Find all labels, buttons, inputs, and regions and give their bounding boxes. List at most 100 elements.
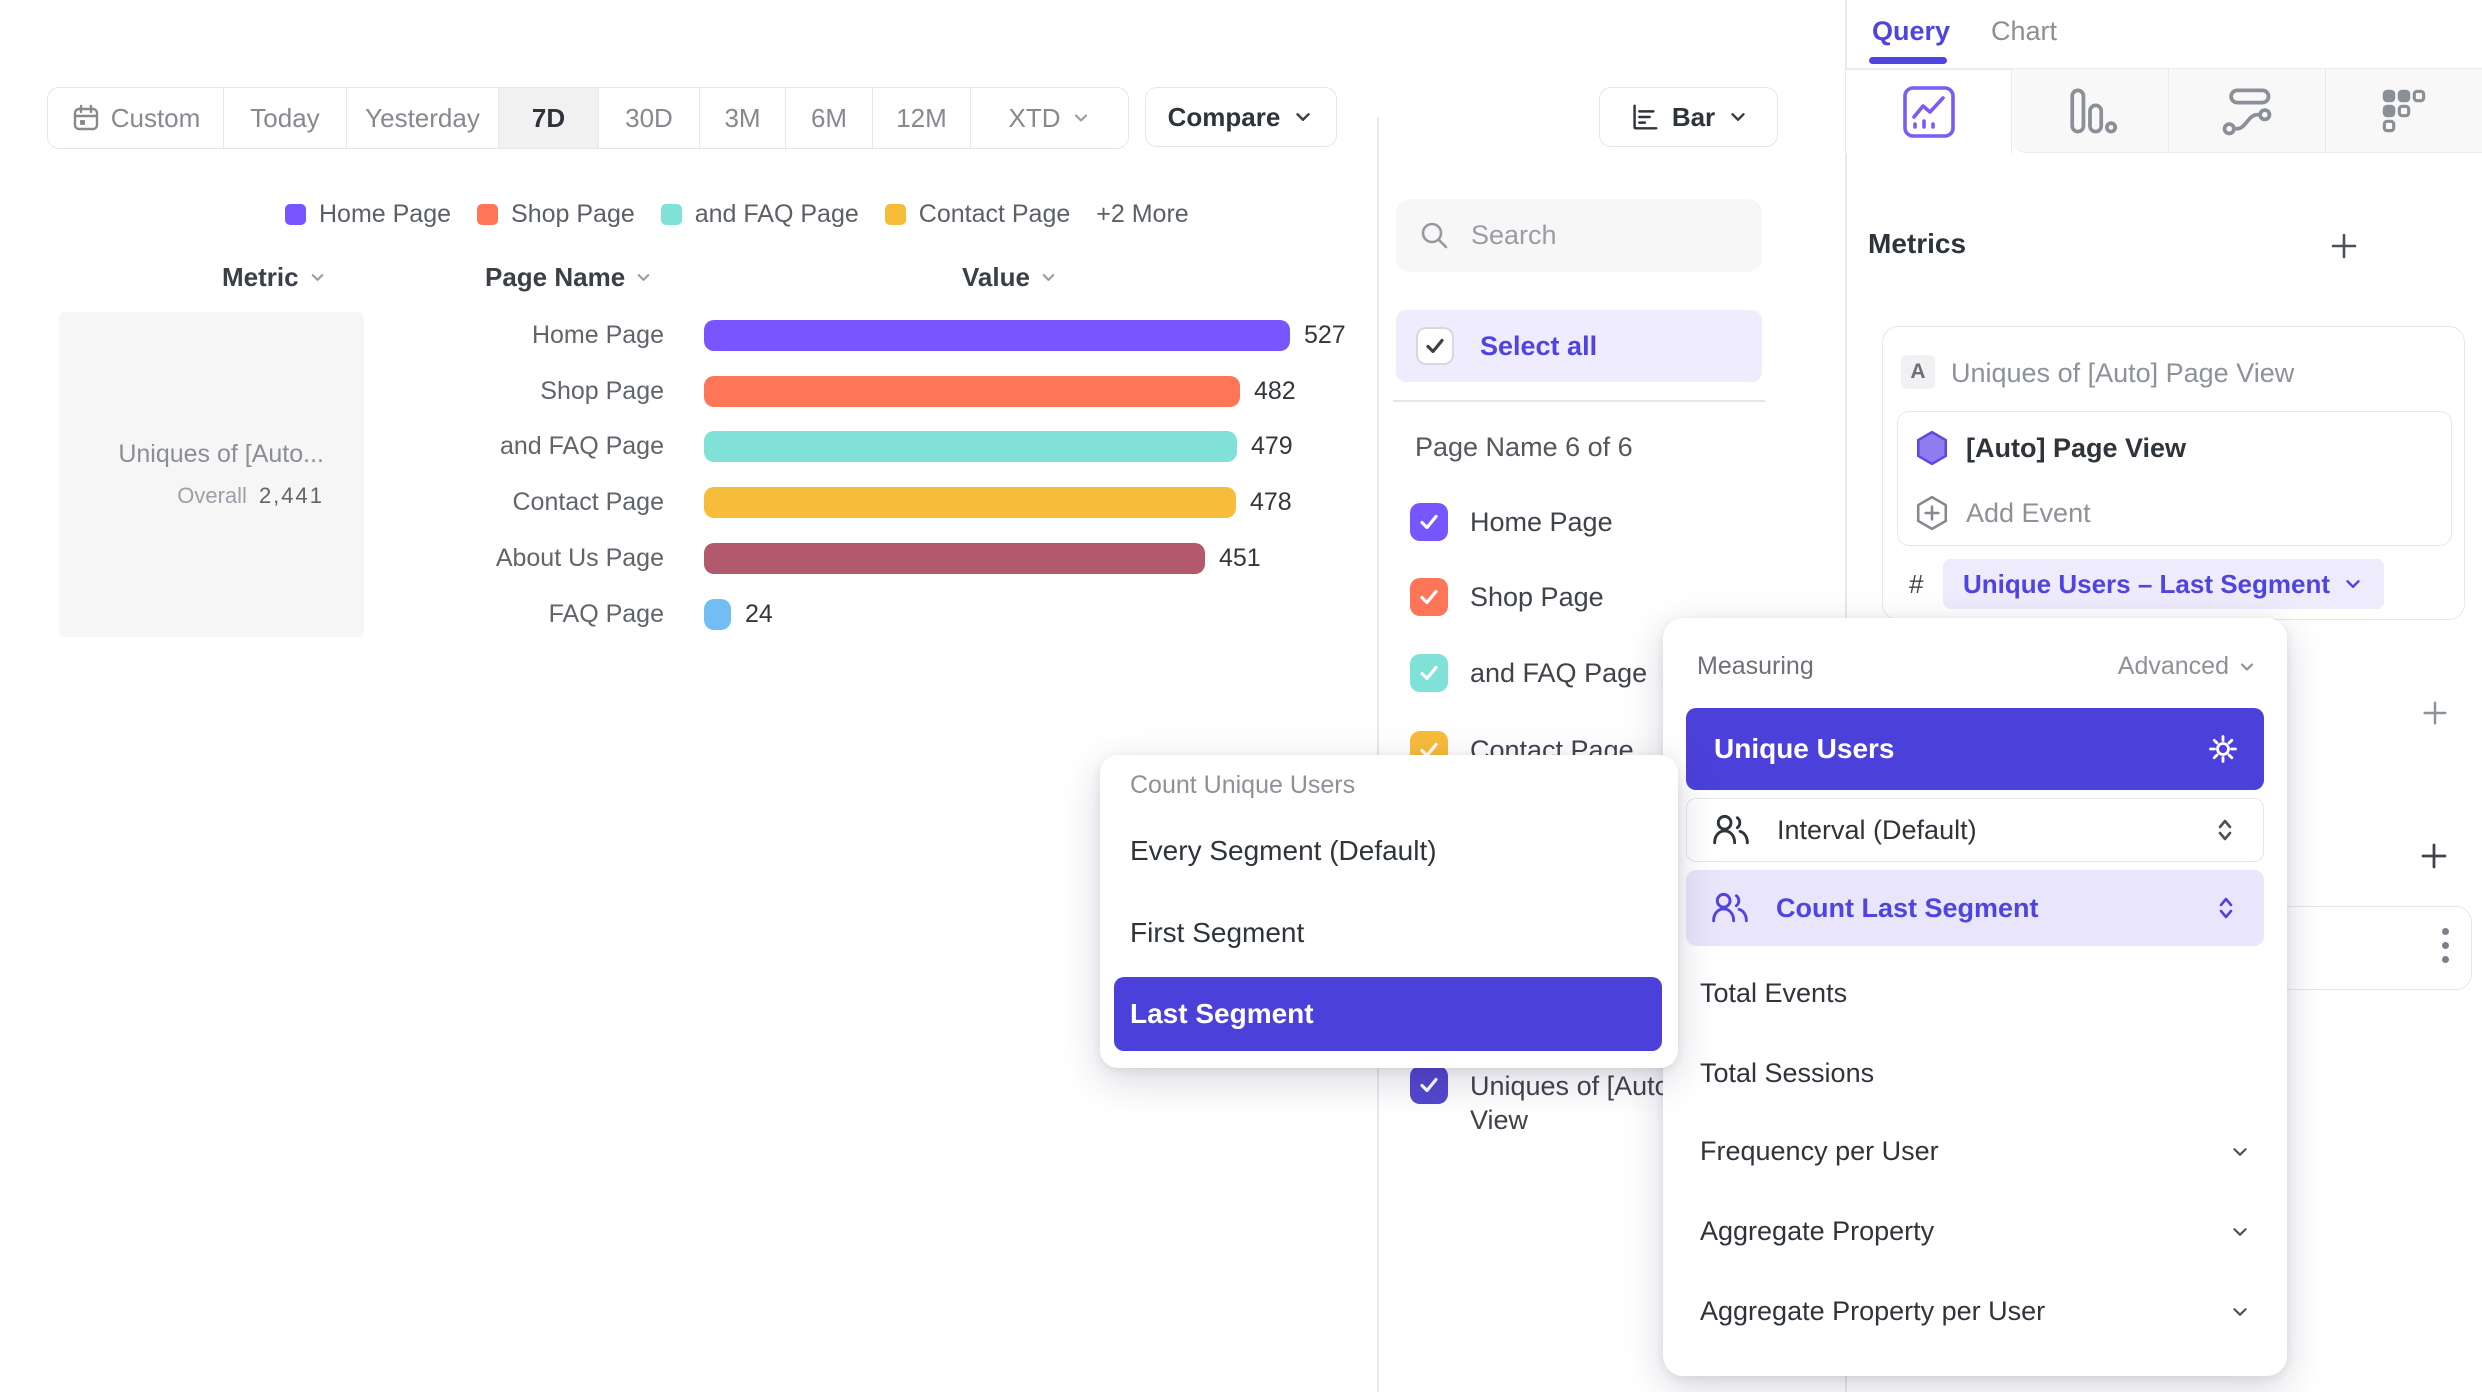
- chevron-down-icon: [311, 274, 323, 281]
- option-aggregate-property[interactable]: Aggregate Property: [1700, 1216, 2251, 1247]
- filter-group-label: Page Name 6 of 6: [1415, 432, 1633, 462]
- report-tab-funnels[interactable]: [2012, 69, 2169, 152]
- add-event-row[interactable]: Add Event: [1914, 495, 2091, 531]
- metric-cell[interactable]: Uniques of [Auto... Overall 2,441: [59, 312, 364, 637]
- date-range-6m[interactable]: 6M: [786, 88, 873, 148]
- date-range-3m[interactable]: 3M: [700, 88, 786, 148]
- segment-dropdown: Count Unique Users Every Segment (Defaul…: [1100, 755, 1678, 1068]
- filter-item-home-page[interactable]: Home Page: [1410, 503, 1613, 541]
- tab-chart[interactable]: Chart: [1991, 16, 2058, 46]
- option-first-segment[interactable]: First Segment: [1130, 917, 1305, 948]
- chevron-down-icon: [1296, 113, 1311, 121]
- date-range-custom[interactable]: Custom: [48, 88, 224, 148]
- checkbox[interactable]: [1410, 503, 1448, 541]
- option-unique-users-selected[interactable]: Unique Users: [1686, 708, 2264, 790]
- bar-and-faq-page[interactable]: [704, 431, 1237, 462]
- bar-home-page[interactable]: [704, 320, 1290, 351]
- filter-item-and-faq-page[interactable]: and FAQ Page: [1410, 654, 1647, 692]
- metric-card[interactable]: A Uniques of [Auto] Page View [Auto] Pag…: [1882, 326, 2465, 620]
- option-total-events[interactable]: Total Events: [1700, 978, 1848, 1008]
- add-metric-button[interactable]: [2328, 230, 2360, 262]
- category-label: FAQ Page: [548, 600, 664, 628]
- report-tab-retention[interactable]: [2326, 69, 2482, 152]
- filter-item-shop-page[interactable]: Shop Page: [1410, 578, 1604, 616]
- select-all-checkbox[interactable]: [1416, 327, 1454, 365]
- category-label: and FAQ Page: [499, 432, 664, 460]
- date-range-xtd[interactable]: XTD: [971, 88, 1128, 148]
- select-all-row[interactable]: Select all: [1396, 310, 1762, 382]
- chevron-down-icon: [1731, 113, 1745, 121]
- chart-legend: Home Page Shop Page and FAQ Page Contact…: [285, 200, 1189, 229]
- legend-item[interactable]: and FAQ Page: [660, 200, 859, 229]
- aggregation-pill[interactable]: Unique Users – Last Segment: [1943, 559, 2384, 609]
- add-filter-button[interactable]: [2420, 698, 2450, 728]
- option-total-sessions[interactable]: Total Sessions: [1700, 1058, 1875, 1088]
- funnel-icon: [2070, 88, 2118, 133]
- bar-contact-page[interactable]: [704, 487, 1236, 518]
- category-label: Contact Page: [512, 488, 665, 516]
- search-input[interactable]: [1469, 219, 1723, 252]
- date-range-yesterday[interactable]: Yesterday: [347, 88, 499, 148]
- advanced-toggle[interactable]: Advanced: [2118, 652, 2257, 681]
- users-icon: [1713, 814, 1749, 845]
- date-range-30d[interactable]: 30D: [599, 88, 700, 148]
- chevron-down-icon: [1042, 274, 1055, 281]
- date-range-today[interactable]: Today: [224, 88, 347, 148]
- kebab-menu-icon[interactable]: [2442, 928, 2449, 963]
- option-every-segment[interactable]: Every Segment (Default): [1130, 835, 1437, 866]
- checkbox[interactable]: [1410, 1066, 1448, 1104]
- date-range-label: Custom: [110, 102, 201, 133]
- chevron-down-icon: [2233, 1227, 2247, 1236]
- chart-type-select[interactable]: Bar: [1599, 87, 1778, 147]
- measuring-dropdown: Measuring Advanced Unique Users Interval…: [1663, 618, 2287, 1376]
- calendar-icon: [73, 104, 98, 131]
- active-tab-underline: [1869, 57, 1947, 64]
- checkbox[interactable]: [1410, 578, 1448, 616]
- option-last-segment-selected[interactable]: Last Segment: [1114, 977, 1662, 1051]
- divider: [1393, 400, 1765, 402]
- tab-query[interactable]: Query: [1872, 16, 1951, 46]
- event-hexagon-icon: [1916, 430, 1948, 466]
- bar-shop-page[interactable]: [704, 376, 1240, 407]
- column-header-metric[interactable]: Metric: [222, 262, 327, 293]
- report-tab-flows[interactable]: [2169, 69, 2326, 152]
- search-box[interactable]: [1396, 199, 1762, 272]
- segment-dropdown-title: Count Unique Users: [1130, 771, 1356, 799]
- category-label: Home Page: [531, 321, 664, 349]
- bar-value: 451: [1219, 544, 1261, 572]
- option-count-last-segment[interactable]: Count Last Segment: [1686, 870, 2264, 946]
- checkbox[interactable]: [1410, 654, 1448, 692]
- date-range-12m[interactable]: 12M: [873, 88, 971, 148]
- report-tab-insights[interactable]: [1846, 70, 2012, 154]
- option-aggregate-property-per-user[interactable]: Aggregate Property per User: [1700, 1296, 2251, 1327]
- column-header-value[interactable]: Value: [962, 262, 1058, 293]
- legend-item[interactable]: Home Page: [285, 200, 451, 229]
- legend-swatch: [477, 204, 499, 225]
- legend-swatch: [884, 204, 906, 225]
- chevron-down-icon: [2233, 1307, 2247, 1316]
- column-header-page-name[interactable]: Page Name: [485, 262, 653, 293]
- chevron-down-icon: [2346, 580, 2360, 588]
- option-frequency-per-user[interactable]: Frequency per User: [1700, 1136, 2251, 1167]
- bar-faq-page[interactable]: [704, 599, 731, 630]
- add-breakdown-button[interactable]: [2418, 840, 2450, 872]
- option-interval-default[interactable]: Interval (Default): [1686, 798, 2264, 862]
- add-event-hexagon-icon: [1916, 495, 1948, 531]
- updown-icon: [2218, 819, 2232, 841]
- compare-button[interactable]: Compare: [1145, 87, 1337, 147]
- chevron-down-icon: [2240, 662, 2254, 671]
- chevron-down-icon: [2233, 1147, 2247, 1156]
- overall-value: 2,441: [258, 483, 324, 508]
- event-row[interactable]: [Auto] Page View: [1914, 430, 2186, 466]
- legend-more[interactable]: +2 More: [1096, 200, 1189, 228]
- date-range-7d[interactable]: 7D: [499, 88, 599, 148]
- bar-about-us-page[interactable]: [704, 543, 1205, 574]
- date-range-group: Custom Today Yesterday 7D 30D 3M 6M 12M …: [47, 87, 1129, 149]
- measuring-title: Measuring: [1697, 652, 1814, 680]
- gear-icon[interactable]: [2206, 732, 2240, 766]
- legend-item[interactable]: Shop Page: [477, 200, 635, 229]
- users-icon: [1712, 892, 1748, 923]
- legend-item[interactable]: Contact Page: [884, 200, 1070, 229]
- bar-value: 478: [1250, 488, 1292, 516]
